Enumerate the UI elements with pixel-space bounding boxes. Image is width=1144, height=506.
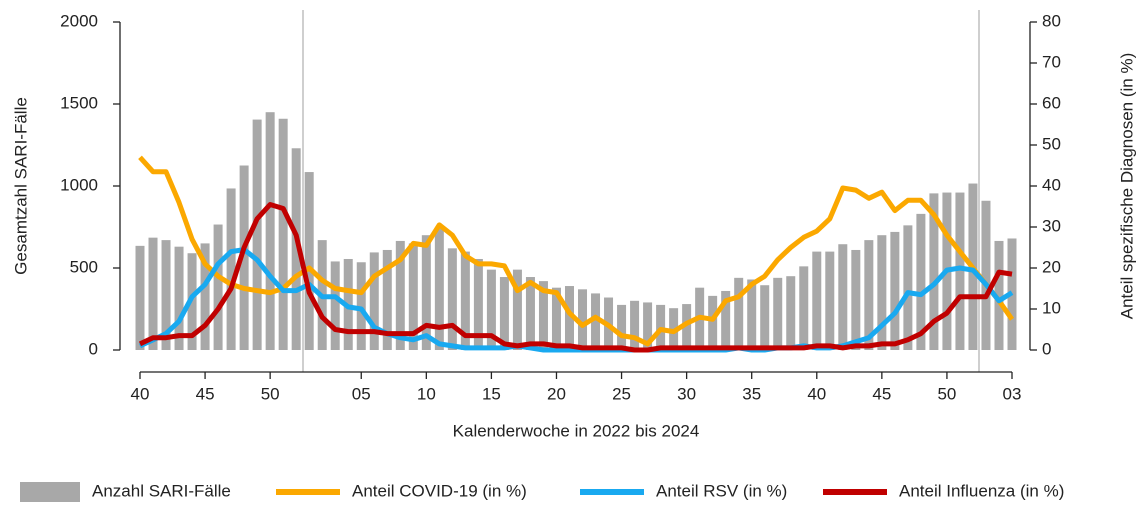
- bar: [330, 261, 340, 350]
- y2-tick-label: 30: [1042, 216, 1061, 235]
- x-tick-label: 50: [261, 384, 280, 403]
- bar: [617, 304, 627, 350]
- bar: [825, 251, 835, 350]
- x-tick-label: 03: [1003, 384, 1022, 403]
- y-axis-title: Gesamtzahl SARI-Fälle: [11, 97, 30, 275]
- y2-tick-label: 40: [1042, 175, 1061, 194]
- legend-swatch: [20, 482, 80, 502]
- x-tick-label: 45: [196, 384, 215, 403]
- bar: [473, 258, 483, 350]
- y2-tick-label: 70: [1042, 52, 1061, 71]
- x-tick-label: 50: [937, 384, 956, 403]
- bar: [721, 290, 731, 350]
- bar: [981, 200, 991, 350]
- x-tick-label: 40: [131, 384, 150, 403]
- y2-tick-label: 50: [1042, 134, 1061, 153]
- bar: [382, 249, 392, 350]
- bar: [239, 165, 249, 350]
- x-tick-label: 10: [417, 384, 436, 403]
- bar: [252, 119, 262, 350]
- y2-tick-label: 60: [1042, 93, 1061, 112]
- bar: [538, 281, 548, 350]
- bar: [994, 240, 1004, 350]
- bar: [304, 172, 314, 350]
- bar: [161, 240, 171, 350]
- bar: [200, 243, 210, 350]
- line: [138, 155, 1015, 347]
- bar: [734, 277, 744, 350]
- bar: [786, 276, 796, 350]
- bar: [551, 287, 561, 350]
- bar: [877, 235, 887, 350]
- x-axis-title: Kalenderwoche in 2022 bis 2024: [453, 421, 700, 440]
- bar: [564, 286, 574, 350]
- bar: [890, 231, 900, 350]
- bar: [747, 279, 757, 350]
- bar: [838, 244, 848, 350]
- bar: [708, 295, 718, 350]
- bar: [591, 293, 601, 350]
- bar: [851, 249, 861, 350]
- x-tick-label: 35: [742, 384, 761, 403]
- y-tick-label: 0: [89, 339, 98, 358]
- bar: [812, 251, 822, 350]
- x-tick-label: 45: [872, 384, 891, 403]
- legend-label: Anteil COVID-19 (in %): [352, 481, 527, 500]
- line: [138, 247, 1014, 353]
- bar: [630, 300, 640, 350]
- bar: [213, 224, 223, 350]
- x-tick-label: 25: [612, 384, 631, 403]
- bar: [799, 266, 809, 350]
- x-tick-label: 15: [482, 384, 501, 403]
- bar: [512, 269, 522, 350]
- bar: [369, 252, 379, 350]
- y2-tick-label: 20: [1042, 257, 1061, 276]
- bar: [434, 228, 444, 350]
- bar: [291, 148, 301, 350]
- bar: [278, 118, 288, 350]
- y-tick-label: 1000: [60, 175, 98, 194]
- y2-tick-label: 80: [1042, 11, 1061, 30]
- line: [138, 202, 1013, 353]
- bar: [148, 237, 158, 350]
- bar: [903, 225, 913, 350]
- y-tick-label: 1500: [60, 93, 98, 112]
- bar: [499, 277, 509, 350]
- bar: [955, 192, 965, 350]
- bar: [408, 243, 418, 350]
- bar: [356, 262, 366, 350]
- bar: [395, 240, 405, 350]
- x-tick-label: 40: [807, 384, 826, 403]
- legend-label: Anzahl SARI-Fälle: [92, 481, 231, 500]
- bar: [265, 112, 275, 350]
- x-tick-label: 20: [547, 384, 566, 403]
- bar: [135, 245, 145, 350]
- bar: [525, 277, 535, 350]
- bar: [864, 240, 874, 350]
- bar: [226, 188, 236, 350]
- bar: [447, 248, 457, 350]
- bar: [421, 235, 431, 350]
- bar: [578, 289, 588, 350]
- bar: [760, 285, 770, 350]
- bar: [682, 304, 692, 350]
- bar: [486, 269, 496, 350]
- x-tick-label: 30: [677, 384, 696, 403]
- bar: [643, 302, 653, 350]
- legend-label: Anteil RSV (in %): [656, 481, 787, 500]
- y-tick-label: 2000: [60, 11, 98, 30]
- bar: [929, 193, 939, 350]
- y2-tick-label: 0: [1042, 339, 1051, 358]
- bar: [773, 277, 783, 350]
- bar: [916, 213, 926, 350]
- bar: [174, 246, 184, 350]
- bar: [460, 251, 470, 350]
- y2-tick-label: 10: [1042, 298, 1061, 317]
- y2-axis-title: Anteil spezifische Diagnosen (in %): [1117, 53, 1136, 319]
- y-tick-label: 500: [70, 257, 98, 276]
- legend-label: Anteil Influenza (in %): [899, 481, 1064, 500]
- x-tick-label: 05: [352, 384, 371, 403]
